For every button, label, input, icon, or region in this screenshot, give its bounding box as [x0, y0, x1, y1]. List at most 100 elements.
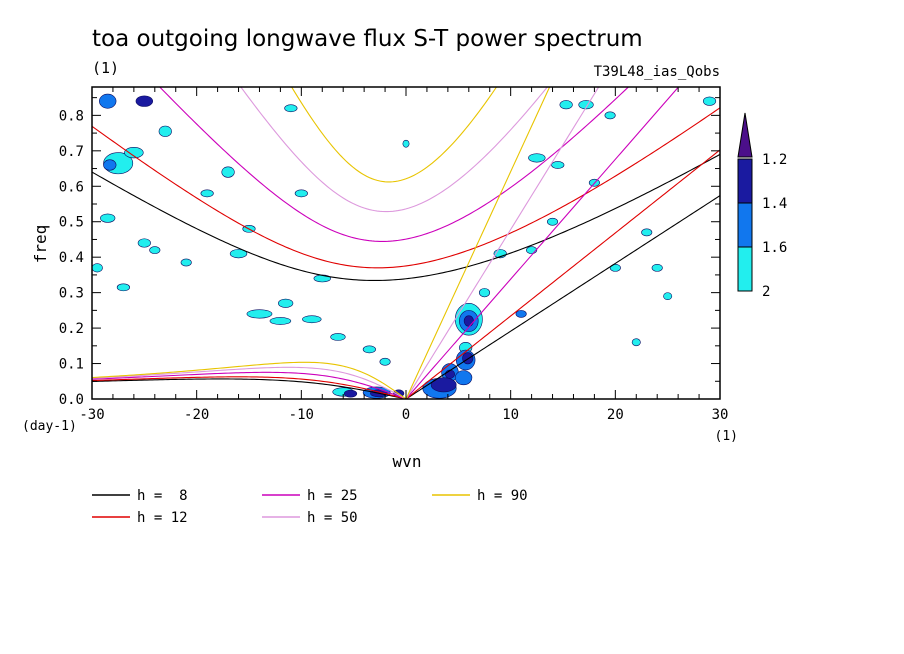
- contour-blob: [444, 369, 455, 379]
- kelvin-wave-curve: [405, 149, 720, 399]
- contour-blob: [124, 146, 144, 159]
- contour-blob: [294, 189, 308, 198]
- x-axis-unit: (1): [715, 429, 738, 444]
- plot-frame: [91, 86, 721, 400]
- contour-blob: [631, 338, 641, 347]
- contour-blob: [221, 166, 235, 178]
- contour-blob: [99, 93, 117, 109]
- contour-blob: [100, 213, 116, 223]
- legend-label: h = 25: [307, 488, 358, 504]
- colorbar-triangle: [737, 112, 753, 158]
- contour-blob: [330, 333, 346, 341]
- legend: h = 8 h = 12 h = 25 h = 50 h = 90: [92, 488, 528, 526]
- legend-label: h = 12: [137, 510, 188, 526]
- contour-blob: [663, 292, 673, 301]
- colorbar-segment: [737, 158, 753, 204]
- contour-blob: [137, 238, 151, 248]
- contour-blob: [462, 352, 474, 365]
- contour-blob: [362, 345, 376, 354]
- rossby-wave-curve: [92, 371, 407, 399]
- kelvin-wave-curve: [405, 87, 680, 399]
- x-tick-label: 10: [502, 407, 519, 423]
- contour-blob: [546, 217, 559, 226]
- kelvin-wave-curve: [405, 87, 600, 399]
- kelvin-wave-curve: [405, 195, 720, 399]
- contour-blob: [149, 246, 161, 254]
- contour-blob: [116, 283, 130, 292]
- contour-blob: [180, 258, 192, 267]
- contour-blob: [526, 246, 538, 254]
- contour-blob: [269, 317, 292, 325]
- kelvin-wave-curve: [405, 87, 551, 399]
- contour-blob: [454, 370, 473, 386]
- colorbar-label: 2: [762, 284, 770, 300]
- contour-blob: [430, 377, 457, 393]
- contour-blob: [478, 288, 491, 298]
- colorbar-segment: [737, 246, 753, 292]
- contour-blob: [135, 95, 154, 107]
- contour-blob: [463, 315, 474, 327]
- legend-label: h = 90: [477, 488, 528, 504]
- contour-blob: [641, 228, 653, 237]
- x-tick-label: -20: [184, 407, 209, 423]
- chart-title: toa outgoing longwave flux S-T power spe…: [92, 26, 643, 52]
- rossby-wave-curve: [92, 366, 407, 399]
- y-axis-unit: (day-1): [22, 419, 77, 434]
- colorbar-segment: [737, 202, 753, 248]
- inertia-gravity-wave-curve: [92, 107, 720, 269]
- rossby-wave-curve: [92, 378, 407, 399]
- contour-blob: [92, 263, 103, 273]
- inertia-gravity-wave-curve: [159, 87, 630, 242]
- y-tick-label: 0.7: [59, 144, 84, 160]
- contour-blob: [278, 298, 294, 308]
- contour-blob: [246, 309, 273, 319]
- legend-label: h = 8: [137, 488, 188, 504]
- rossby-wave-curve: [92, 361, 407, 399]
- contour-blob: [200, 189, 214, 198]
- colorbar-label: 1.6: [762, 240, 787, 256]
- colorbar-label: 1.4: [762, 196, 787, 212]
- dispersion-curve-layer: [92, 87, 720, 399]
- x-tick-label: 30: [712, 407, 729, 423]
- contour-blob: [302, 315, 322, 324]
- chart-subtitle-left: (1): [92, 59, 119, 77]
- contour-blob: [702, 96, 717, 106]
- legend-label: h = 50: [307, 510, 358, 526]
- axis-ticks: -30 -20 -10 0 10 20 30 0.0 0.1 0.2 0.3 0.4 0.5 0.6 0.7…: [59, 87, 729, 423]
- y-tick-label: 0.5: [59, 215, 84, 231]
- contour-blob: [559, 100, 573, 110]
- colorbar-label: 1.2: [762, 152, 787, 168]
- x-tick-label: 20: [607, 407, 624, 423]
- contour-blob: [343, 389, 358, 398]
- y-tick-label: 0.1: [59, 357, 84, 373]
- contour-blob: [609, 263, 621, 272]
- contour-blob: [103, 159, 117, 171]
- y-tick-label: 0.4: [59, 250, 84, 266]
- contour-blob: [604, 111, 616, 120]
- y-axis-label: freq: [31, 225, 50, 264]
- contour-blob: [528, 153, 546, 163]
- contour-blob: [402, 139, 410, 148]
- contour-fill-layer: [92, 93, 717, 399]
- inertia-gravity-wave-curve: [92, 153, 720, 282]
- contour-blob: [379, 357, 391, 366]
- chart-subtitle-right: T39L48_ias_Qobs: [594, 64, 720, 80]
- contour-blob: [515, 310, 527, 318]
- x-tick-label: -30: [79, 407, 104, 423]
- inertia-gravity-wave-curve: [240, 87, 549, 213]
- contour-blob: [158, 125, 172, 137]
- contour-blob: [551, 161, 565, 169]
- y-tick-label: 0.0: [59, 392, 84, 408]
- y-tick-label: 0.8: [59, 108, 84, 124]
- colorbar: 1.2 1.4 1.6 2: [737, 112, 787, 300]
- contour-blob: [651, 263, 663, 272]
- x-axis-label: wvn: [393, 452, 422, 471]
- contour-blob: [229, 249, 248, 259]
- x-tick-label: -10: [289, 407, 314, 423]
- y-tick-label: 0.3: [59, 286, 84, 302]
- contour-blob: [284, 104, 298, 113]
- rossby-wave-curve: [92, 376, 407, 399]
- inertia-gravity-wave-curve: [291, 87, 498, 183]
- x-tick-label: 0: [402, 407, 410, 423]
